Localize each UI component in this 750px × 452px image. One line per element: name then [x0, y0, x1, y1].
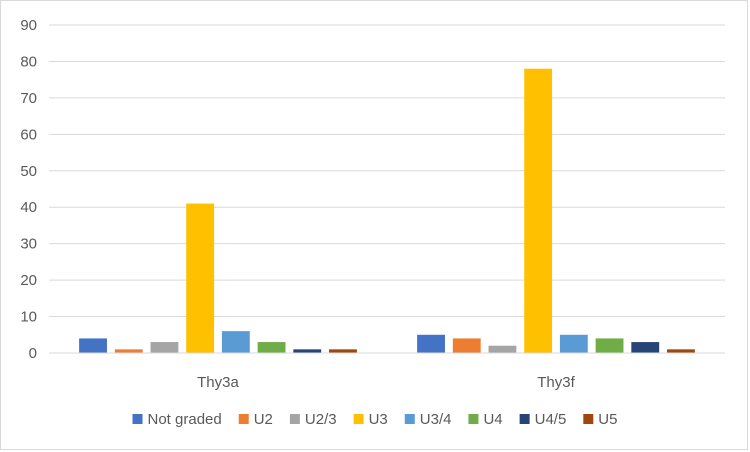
legend-label: U4	[483, 411, 502, 428]
legend-item: Not graded	[132, 411, 222, 428]
y-tick-label: 80	[20, 53, 37, 70]
legend-label: U4/5	[535, 411, 567, 428]
x-axis-ticks: Thy3a Thy3f	[197, 374, 575, 391]
legend-item: U4	[468, 411, 503, 428]
legend-item: U3	[353, 411, 388, 428]
bar-thy3a-not-graded	[79, 338, 107, 353]
x-tick-label: Thy3a	[197, 374, 239, 391]
bar-thy3f-u2-3	[488, 345, 517, 353]
y-tick-label: 90	[20, 17, 37, 34]
bar-thy3f-u2	[452, 338, 481, 353]
bar-thy3a-u4-5	[293, 349, 322, 353]
legend-item: U4/5	[519, 411, 567, 428]
y-tick-label: 70	[20, 90, 37, 107]
x-tick-label: Thy3f	[537, 374, 575, 391]
bar-thy3a-u3-4	[221, 331, 250, 353]
legend-item: U2	[238, 411, 273, 428]
legend-item: U2/3	[289, 411, 337, 428]
legend-swatch	[404, 414, 415, 424]
legend-item: U5	[583, 411, 617, 428]
legend-swatch	[132, 414, 143, 424]
legend-swatch	[238, 414, 249, 424]
legend-label: U2/3	[305, 411, 337, 428]
legend-item: U3/4	[404, 411, 452, 428]
legend-label: U3/4	[420, 411, 452, 428]
y-tick-label: 60	[20, 126, 37, 143]
legend: Not graded U2 U2/3 U3 U3/4 U4 U4/5 U5	[132, 411, 617, 428]
bar-thy3f-u3	[524, 68, 553, 353]
y-tick-label: 30	[20, 236, 37, 253]
y-tick-label: 0	[29, 345, 37, 362]
legend-label: Not graded	[148, 411, 222, 428]
bar-thy3f-u4	[595, 338, 624, 353]
legend-swatch	[519, 414, 530, 424]
bar-thy3f-u3-4	[559, 334, 588, 353]
bar-thy3a-u4	[257, 342, 286, 353]
bars	[79, 68, 695, 353]
gridlines	[49, 24, 725, 318]
legend-swatch	[468, 414, 479, 424]
bar-thy3f-u4-5	[631, 342, 660, 353]
bar-thy3f-u5	[667, 349, 695, 353]
legend-label: U5	[598, 411, 617, 428]
y-tick-label: 20	[20, 272, 37, 289]
bar-thy3f-not-graded	[417, 334, 445, 353]
bar-thy3a-u3	[186, 203, 215, 353]
legend-swatch	[289, 414, 300, 424]
bar-thy3a-u2	[114, 349, 143, 353]
y-tick-label: 10	[20, 309, 37, 326]
bar-thy3a-u2-3	[150, 342, 179, 353]
legend-swatch	[583, 414, 594, 424]
y-tick-label: 40	[20, 199, 37, 216]
y-axis-ticks: 0 10 20 30 40 50 60 70 80 90	[20, 17, 37, 362]
legend-label: U3	[369, 411, 388, 428]
legend-label: U2	[254, 411, 273, 428]
bar-thy3a-u5	[329, 349, 357, 353]
y-tick-label: 50	[20, 163, 37, 180]
legend-swatch	[353, 414, 364, 424]
